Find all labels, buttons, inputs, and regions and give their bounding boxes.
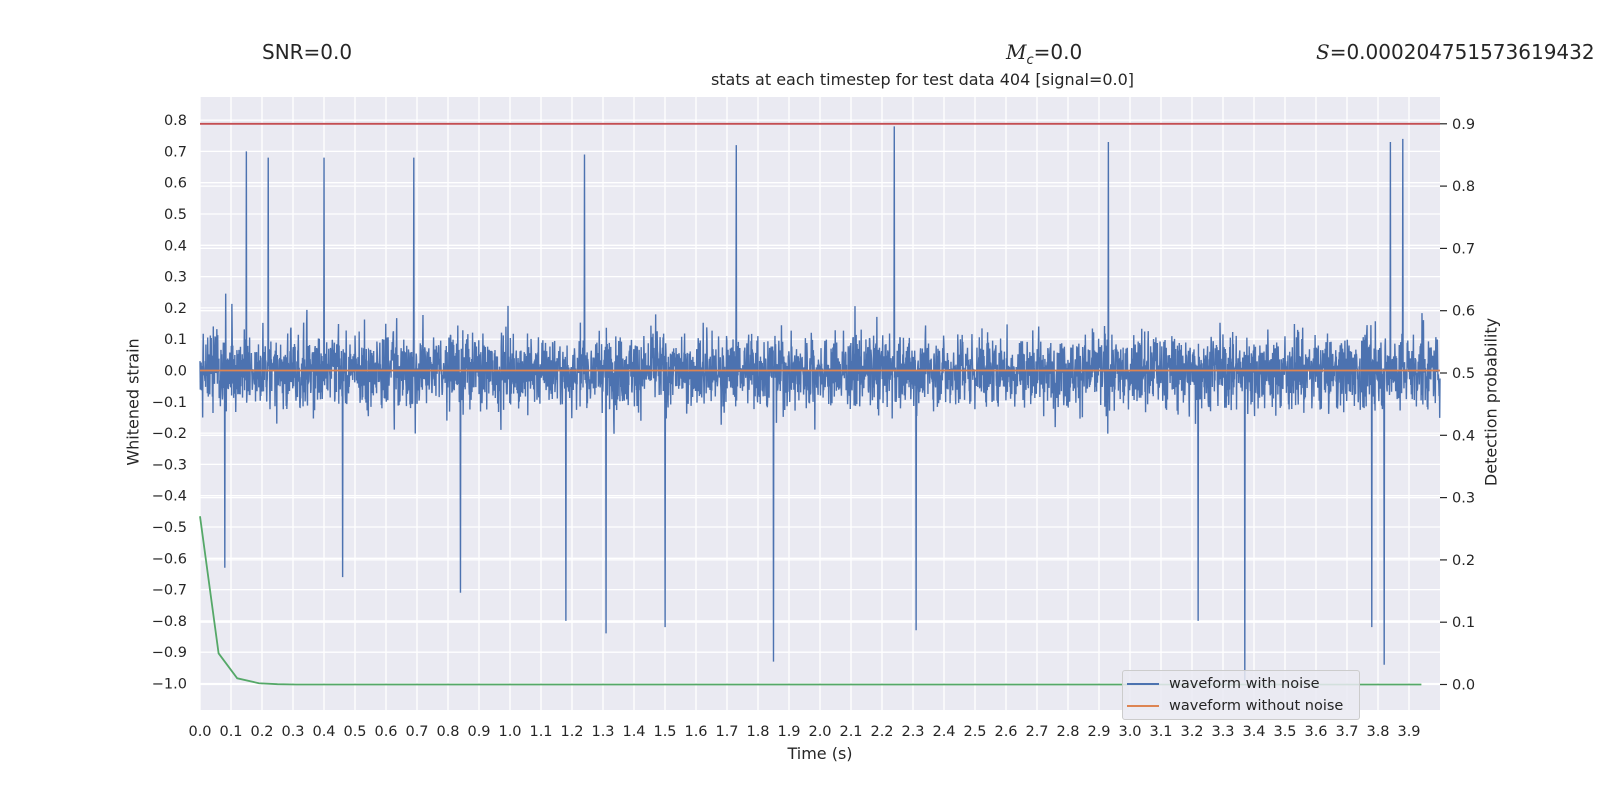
y-tick-label-left: −0.4 bbox=[152, 489, 187, 505]
x-tick-label: 0.4 bbox=[312, 724, 335, 740]
x-tick-label: 3.3 bbox=[1211, 724, 1234, 740]
y-tick-label-right: 0.5 bbox=[1452, 366, 1475, 382]
grid-lines bbox=[199, 97, 1440, 710]
s-value-label: S=0.000204751573619432 bbox=[1316, 40, 1595, 64]
chart-title: stats at each timestep for test data 404… bbox=[710, 70, 1135, 89]
chirp-mass-label: Mc=0.0 bbox=[1006, 40, 1083, 68]
x-tick-label: 2.9 bbox=[1087, 724, 1110, 740]
x-tick-label: 2.5 bbox=[963, 724, 986, 740]
y-axis-label-right: Detection probability bbox=[1481, 317, 1501, 487]
y-tick-label-right: 0.0 bbox=[1452, 678, 1475, 694]
y-tick-label-left: −0.5 bbox=[152, 520, 187, 536]
legend-item-without-noise: waveform without noise bbox=[1123, 696, 1343, 716]
y-tick-label-left: −0.7 bbox=[152, 583, 187, 599]
x-tick-label: 0.2 bbox=[250, 724, 273, 740]
y-tick-label-right: 0.1 bbox=[1452, 615, 1475, 631]
y-tick-label-left: 0.8 bbox=[164, 113, 187, 129]
y-tick-label-left: −0.6 bbox=[152, 551, 187, 567]
x-tick-label: 1.1 bbox=[529, 724, 552, 740]
y-tick-label-right: 0.3 bbox=[1452, 491, 1475, 507]
x-tick-label: 2.8 bbox=[1056, 724, 1079, 740]
snr-label: SNR=0.0 bbox=[262, 40, 353, 64]
y-axis-label-left: Whitened strain bbox=[123, 338, 143, 466]
y-tick-label-left: 0.5 bbox=[164, 207, 187, 223]
x-tick-label: 0.0 bbox=[188, 724, 211, 740]
y-tick-label-left: 0.6 bbox=[164, 176, 187, 192]
x-tick-label: 0.9 bbox=[467, 724, 490, 740]
x-tick-label: 3.0 bbox=[1118, 724, 1141, 740]
x-tick-label: 1.8 bbox=[746, 724, 769, 740]
waveform-with-noise-line bbox=[199, 126, 1441, 681]
y-tick-label-right: 0.2 bbox=[1452, 553, 1475, 569]
x-tick-label: 0.1 bbox=[219, 724, 242, 740]
x-tick-label: 0.8 bbox=[436, 724, 459, 740]
x-tick-label: 1.4 bbox=[622, 724, 645, 740]
x-tick-label: 3.1 bbox=[1149, 724, 1172, 740]
y-tick-label-left: −1.0 bbox=[152, 677, 187, 693]
x-tick-label: 1.3 bbox=[591, 724, 614, 740]
x-tick-label: 0.6 bbox=[374, 724, 397, 740]
y-tick-label-left: 0.4 bbox=[164, 238, 187, 254]
x-tick-label: 2.0 bbox=[808, 724, 831, 740]
x-tick-label: 2.7 bbox=[1025, 724, 1048, 740]
x-tick-label: 3.8 bbox=[1366, 724, 1389, 740]
x-tick-label: 3.2 bbox=[1180, 724, 1203, 740]
x-tick-label: 1.2 bbox=[560, 724, 583, 740]
y-tick-label-right: 0.6 bbox=[1452, 304, 1475, 320]
x-tick-label: 0.5 bbox=[343, 724, 366, 740]
x-tick-label: 1.6 bbox=[684, 724, 707, 740]
legend: waveform with noise waveform without noi… bbox=[1122, 670, 1360, 720]
legend-swatch-with-noise bbox=[1127, 683, 1159, 685]
x-tick-label: 2.6 bbox=[994, 724, 1017, 740]
y-tick-label-left: −0.8 bbox=[152, 614, 187, 630]
x-tick-label: 3.4 bbox=[1242, 724, 1265, 740]
legend-label-with-noise: waveform with noise bbox=[1169, 676, 1320, 692]
y-tick-label-left: 0.2 bbox=[164, 301, 187, 317]
y-tick-label-left: 0.0 bbox=[164, 364, 187, 380]
x-tick-label: 1.0 bbox=[498, 724, 521, 740]
detection-probability-line bbox=[199, 516, 1422, 686]
y-tick-label-left: −0.2 bbox=[152, 426, 187, 442]
y-tick-label-right: 0.4 bbox=[1452, 428, 1475, 444]
x-tick-label: 1.5 bbox=[653, 724, 676, 740]
y-tick-label-left: −0.3 bbox=[152, 457, 187, 473]
legend-swatch-without-noise bbox=[1127, 705, 1159, 707]
series-layer bbox=[199, 122, 1441, 686]
y-tick-label-left: 0.3 bbox=[164, 270, 187, 286]
tick-labels: 0.0 0.1 0.2 0.3 0.4 0.5 0.6 0.7 0.8 0.9 1.0 1.1 1.2 1… bbox=[152, 113, 1475, 740]
x-tick-label: 2.4 bbox=[932, 724, 955, 740]
x-tick-label: 1.7 bbox=[715, 724, 738, 740]
x-tick-label: 0.3 bbox=[281, 724, 304, 740]
x-axis-label: Time (s) bbox=[787, 744, 853, 763]
x-tick-label: 2.1 bbox=[839, 724, 862, 740]
x-tick-label: 3.7 bbox=[1335, 724, 1358, 740]
y-tick-label-left: 0.7 bbox=[164, 144, 187, 160]
x-tick-label: 3.6 bbox=[1304, 724, 1327, 740]
x-tick-label: 3.9 bbox=[1397, 724, 1420, 740]
y-tick-label-left: 0.1 bbox=[164, 332, 187, 348]
y-tick-label-right: 0.9 bbox=[1452, 117, 1475, 133]
y-tick-label-right: 0.7 bbox=[1452, 241, 1475, 257]
x-tick-label: 2.3 bbox=[901, 724, 924, 740]
x-tick-label: 3.5 bbox=[1273, 724, 1296, 740]
x-tick-label: 1.9 bbox=[777, 724, 800, 740]
y-tick-label-right: 0.8 bbox=[1452, 179, 1475, 195]
legend-label-without-noise: waveform without noise bbox=[1169, 698, 1344, 714]
y-tick-label-left: −0.9 bbox=[152, 645, 187, 661]
x-tick-label: 2.2 bbox=[870, 724, 893, 740]
legend-item-with-noise: waveform with noise bbox=[1123, 674, 1320, 694]
y-tick-label-left: −0.1 bbox=[152, 395, 187, 411]
x-tick-label: 0.7 bbox=[405, 724, 428, 740]
